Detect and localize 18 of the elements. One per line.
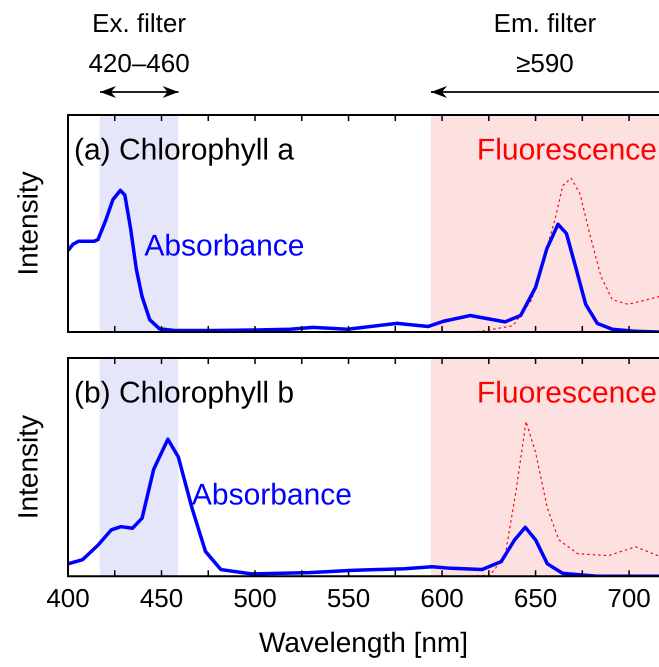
y-axis-title: Intensity [12,414,44,520]
x-tick-label: 400 [46,582,90,613]
series-label: Fluorescence [476,376,657,410]
x-tick-label: 450 [140,582,184,613]
y-axis-title: Intensity [12,171,44,276]
x-tick-label: 600 [420,582,464,613]
series-label: Fluorescence [476,133,657,166]
x-tick-label: 650 [514,582,558,613]
band-label: Em. filter ≥590 [494,8,597,78]
x-tick-label: 500 [233,582,277,613]
x-tick-label: 700 [607,582,651,613]
band-label: Ex. filter 420–460 [88,8,190,78]
series-label: Absorbance [192,478,352,512]
series-label: Absorbance [144,230,304,263]
chart-title: (b) Chlorophyll b [74,376,294,410]
x-tick-label: 550 [326,582,370,613]
x-axis-title: Wavelength [nm] [258,626,468,658]
chart-title: (a) Chlorophyll a [74,133,294,166]
